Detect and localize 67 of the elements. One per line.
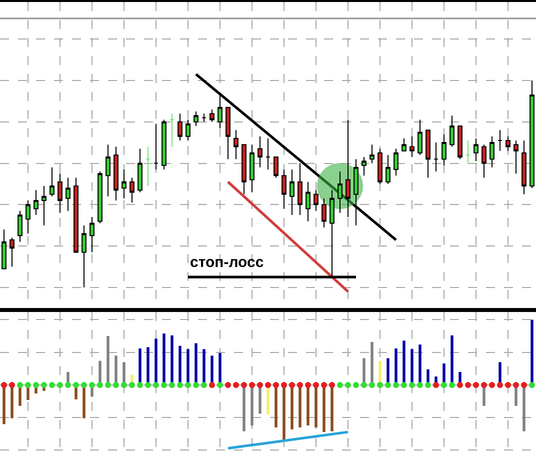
candlestick xyxy=(314,190,318,212)
candlestick xyxy=(418,119,422,156)
candlestick xyxy=(130,177,134,204)
candlestick xyxy=(386,154,390,184)
candlestick xyxy=(266,138,270,170)
candlestick xyxy=(306,181,310,222)
candlestick xyxy=(522,140,526,195)
candlestick xyxy=(66,177,70,212)
candlestick xyxy=(146,146,150,187)
candlestick xyxy=(258,136,262,168)
candlestick xyxy=(226,106,230,160)
series-label: стоп-лосс xyxy=(190,254,264,271)
candlestick xyxy=(282,168,286,210)
candlestick xyxy=(106,144,110,197)
candlestick xyxy=(202,113,206,122)
candlestick xyxy=(290,168,294,216)
candlestick xyxy=(114,146,118,201)
candlestick xyxy=(410,136,414,158)
candlestick xyxy=(482,144,486,178)
candlestick xyxy=(210,108,214,122)
candlestick xyxy=(90,216,94,253)
candlestick xyxy=(466,140,470,164)
candlestick xyxy=(506,136,510,152)
candlestick xyxy=(82,224,86,288)
candlestick xyxy=(434,142,438,172)
candlestick xyxy=(474,138,478,162)
candlestick xyxy=(490,136,494,168)
candlestick xyxy=(18,210,22,242)
candlestick xyxy=(450,115,454,148)
candlestick xyxy=(122,168,126,199)
candlestick xyxy=(50,166,54,197)
candlestick xyxy=(322,198,326,228)
candlestick xyxy=(194,111,198,126)
candlestick xyxy=(338,171,342,214)
candlestick xyxy=(402,138,406,152)
candlestick xyxy=(362,156,366,176)
candlestick xyxy=(298,162,302,216)
candlestick xyxy=(346,119,350,218)
candlestick xyxy=(242,144,246,195)
candlestick xyxy=(394,148,398,176)
candlestick xyxy=(234,130,238,160)
candlestick xyxy=(186,119,190,141)
candlestick xyxy=(58,173,62,214)
candlestick xyxy=(26,200,30,234)
candlestick xyxy=(98,171,102,224)
candlestick xyxy=(2,228,6,270)
candlestick xyxy=(458,126,462,160)
candlestick xyxy=(34,190,38,216)
candlestick xyxy=(10,237,14,268)
candlestick xyxy=(42,186,46,226)
candlestick xyxy=(498,130,502,152)
candlestick xyxy=(170,113,174,148)
candlestick xyxy=(274,156,278,178)
candlestick xyxy=(442,134,446,166)
candlestick xyxy=(154,123,158,170)
candlestick xyxy=(370,144,374,164)
candlestick xyxy=(530,80,534,189)
candlestick xyxy=(74,177,78,253)
candlestick xyxy=(426,130,430,178)
candlestick xyxy=(250,144,254,193)
candlestick xyxy=(218,94,222,129)
candlestick xyxy=(138,148,142,193)
candlestick xyxy=(514,140,518,174)
candlestick xyxy=(162,119,166,170)
candlestick xyxy=(354,158,358,226)
candlestick xyxy=(378,148,382,184)
candlestick xyxy=(178,113,182,141)
